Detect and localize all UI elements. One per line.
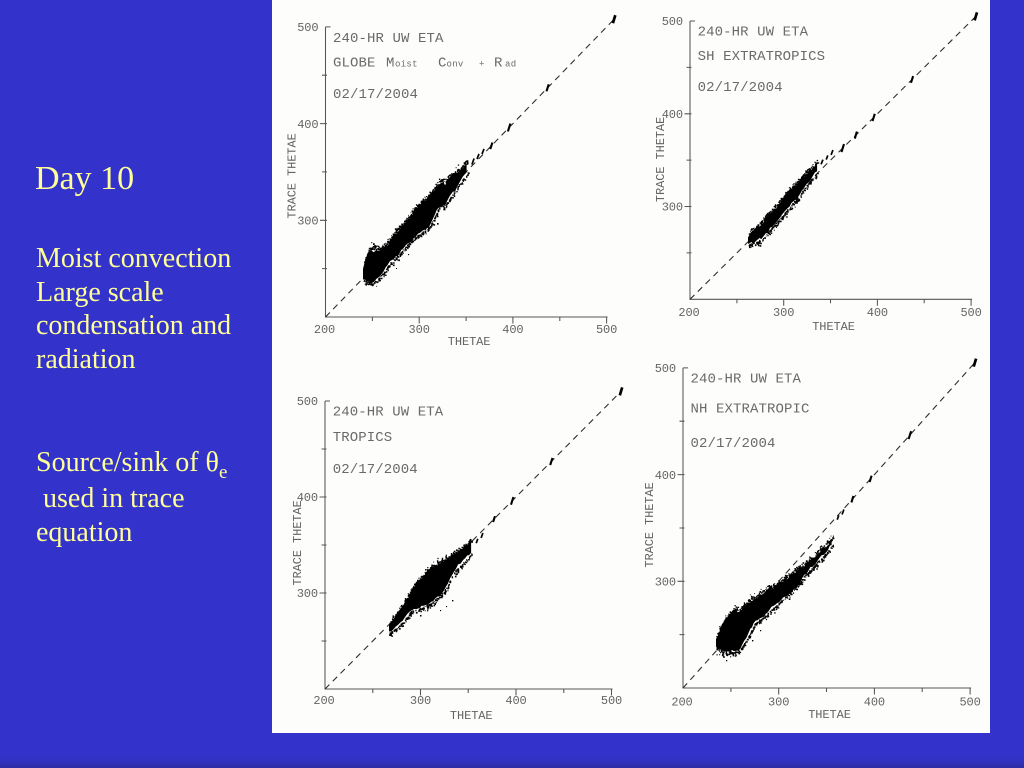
svg-text:400: 400 [867,306,888,320]
svg-text:400: 400 [297,118,318,132]
svg-text:300: 300 [297,587,318,601]
svg-text:NH EXTRATROPIC: NH EXTRATROPIC [691,402,810,418]
svg-text:200: 200 [671,696,692,710]
svg-text:240-HR UW ETA: 240-HR UW ETA [333,404,444,420]
svg-text:THETAE: THETAE [448,335,491,349]
svg-text:500: 500 [960,306,981,320]
svg-text:300: 300 [768,696,789,710]
svg-text:500: 500 [297,395,318,409]
svg-text:300: 300 [409,323,430,337]
svg-text:400: 400 [864,696,885,710]
svg-text:400: 400 [662,108,683,122]
svg-text:THETAE: THETAE [812,320,855,334]
svg-text:300: 300 [655,576,676,590]
svg-text:300: 300 [410,694,431,708]
svg-text:TRACE THETAE: TRACE THETAE [291,500,305,585]
svg-text:SH EXTRATROPICS: SH EXTRATROPICS [698,49,826,65]
svg-text:240-HR UW ETA: 240-HR UW ETA [698,24,809,40]
svg-text:500: 500 [596,323,617,337]
svg-text:300: 300 [773,306,794,320]
svg-text:TRACE THETAE: TRACE THETAE [654,117,668,202]
svg-text:THETAE: THETAE [450,709,493,723]
svg-text:02/17/2004: 02/17/2004 [333,462,418,478]
svg-text:400: 400 [502,323,523,337]
svg-text:300: 300 [662,201,683,215]
svg-text:300: 300 [297,215,318,229]
svg-text:02/17/2004: 02/17/2004 [333,87,418,103]
svg-text:02/17/2004: 02/17/2004 [698,80,783,96]
svg-text:THETAE: THETAE [808,708,851,722]
svg-text:400: 400 [655,469,676,483]
svg-text:500: 500 [297,21,318,35]
svg-text:200: 200 [678,306,699,320]
svg-text:400: 400 [505,694,526,708]
svg-text:500: 500 [601,694,622,708]
svg-text:500: 500 [662,15,683,29]
svg-text:TROPICS: TROPICS [333,430,393,446]
svg-text:02/17/2004: 02/17/2004 [691,436,776,452]
svg-text:240-HR UW ETA: 240-HR UW ETA [333,31,444,47]
svg-text:500: 500 [655,362,676,376]
svg-text:TRACE THETAE: TRACE THETAE [286,133,300,218]
svg-text:TRACE THETAE: TRACE THETAE [643,482,657,567]
svg-text:200: 200 [314,323,335,337]
svg-text:240-HR UW ETA: 240-HR UW ETA [691,371,802,387]
svg-text:500: 500 [959,696,980,710]
svg-text:200: 200 [313,694,334,708]
svg-text:400: 400 [297,491,318,505]
